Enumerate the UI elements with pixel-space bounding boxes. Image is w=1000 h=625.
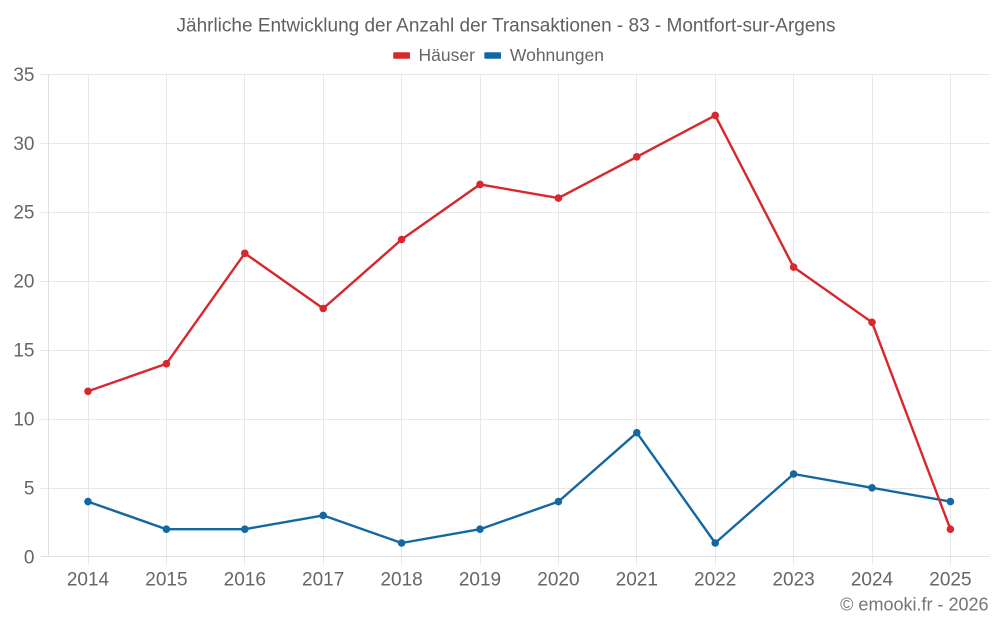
svg-text:25: 25: [13, 203, 34, 224]
svg-text:0: 0: [24, 548, 35, 569]
svg-text:© emooki.fr - 2026: © emooki.fr - 2026: [840, 595, 988, 615]
svg-text:15: 15: [13, 341, 34, 362]
svg-text:10: 10: [13, 410, 34, 431]
svg-text:Wohnungen: Wohnungen: [510, 45, 604, 65]
svg-text:2025: 2025: [929, 570, 971, 591]
svg-text:2018: 2018: [380, 570, 422, 591]
svg-text:2022: 2022: [694, 570, 736, 591]
svg-text:2019: 2019: [459, 570, 501, 591]
svg-text:5: 5: [24, 479, 35, 500]
svg-text:2016: 2016: [224, 570, 266, 591]
svg-text:2024: 2024: [851, 570, 894, 591]
svg-text:Jährliche Entwicklung der Anza: Jährliche Entwicklung der Anzahl der Tra…: [177, 16, 836, 37]
svg-text:2017: 2017: [302, 570, 344, 591]
svg-text:2014: 2014: [67, 570, 110, 591]
svg-text:Häuser: Häuser: [419, 45, 476, 65]
svg-text:2023: 2023: [772, 570, 814, 591]
svg-text:2015: 2015: [145, 570, 187, 591]
svg-text:2020: 2020: [537, 570, 579, 591]
svg-text:20: 20: [13, 272, 34, 293]
svg-text:2021: 2021: [616, 570, 658, 591]
svg-text:30: 30: [13, 134, 34, 155]
svg-text:35: 35: [13, 65, 34, 86]
